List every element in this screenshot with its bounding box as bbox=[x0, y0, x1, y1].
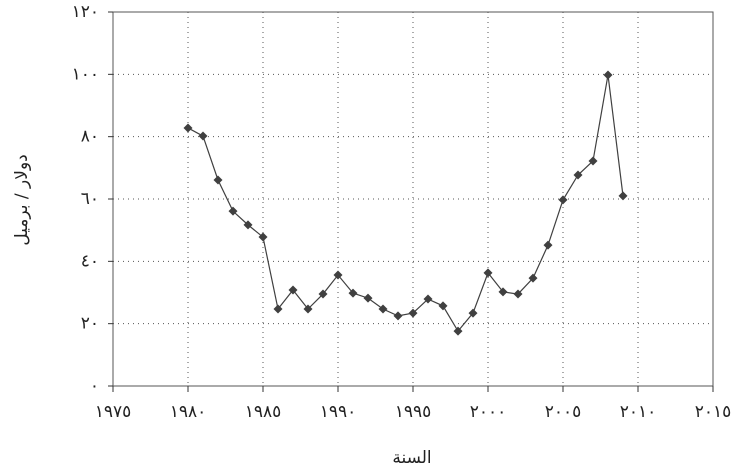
x-tick-label: ١٩٩٥ bbox=[395, 402, 432, 422]
data-point bbox=[363, 293, 373, 303]
data-point bbox=[183, 123, 193, 133]
data-point bbox=[408, 308, 418, 318]
data-point bbox=[273, 304, 283, 314]
data-point bbox=[333, 270, 343, 280]
x-tick-label: ٢٠١٥ bbox=[695, 402, 732, 422]
data-point bbox=[468, 308, 478, 318]
data-point bbox=[258, 232, 268, 242]
data-point bbox=[498, 287, 508, 297]
data-point bbox=[423, 294, 433, 304]
x-tick-label: ١٩٧٥ bbox=[95, 402, 132, 422]
x-tick-label: ١٩٨٠ bbox=[170, 402, 207, 422]
y-tick-label: ٠ bbox=[90, 376, 99, 396]
data-point bbox=[603, 70, 613, 80]
data-point bbox=[483, 268, 493, 278]
data-point bbox=[228, 206, 238, 216]
data-point bbox=[303, 304, 313, 314]
y-tick-label: ٢٠ bbox=[81, 314, 99, 334]
data-point bbox=[588, 156, 598, 166]
data-line bbox=[187, 74, 624, 333]
data-point bbox=[513, 289, 523, 299]
y-tick-label: ٤٠ bbox=[81, 251, 99, 271]
data-point bbox=[318, 289, 328, 299]
x-tick-label: ١٩٩٠ bbox=[320, 402, 357, 422]
data-point bbox=[558, 195, 568, 205]
data-point bbox=[618, 191, 628, 201]
y-axis-label: دولار / برميل bbox=[12, 154, 32, 245]
data-point bbox=[573, 170, 583, 180]
x-axis-label: السنة bbox=[392, 448, 431, 468]
data-point bbox=[543, 240, 553, 250]
data-point bbox=[378, 304, 388, 314]
x-tick-label: ٢٠٠٥ bbox=[545, 402, 582, 422]
x-tick-label: ٢٠١٠ bbox=[620, 402, 657, 422]
data-point bbox=[198, 131, 208, 141]
data-point bbox=[243, 220, 253, 230]
data-point bbox=[348, 288, 358, 298]
x-tick-label: ١٩٨٥ bbox=[245, 402, 282, 422]
data-point bbox=[528, 273, 538, 283]
data-point bbox=[453, 326, 463, 336]
x-tick-label: ٢٠٠٠ bbox=[470, 402, 507, 422]
data-point bbox=[393, 311, 403, 321]
y-tick-label: ٦٠ bbox=[81, 189, 99, 209]
y-tick-label: ١٠٠ bbox=[72, 64, 99, 84]
data-point bbox=[213, 175, 223, 185]
y-tick-label: ١٢٠ bbox=[72, 2, 99, 22]
y-tick-label: ٨٠ bbox=[81, 127, 99, 147]
data-point bbox=[288, 285, 298, 295]
data-point bbox=[438, 301, 448, 311]
